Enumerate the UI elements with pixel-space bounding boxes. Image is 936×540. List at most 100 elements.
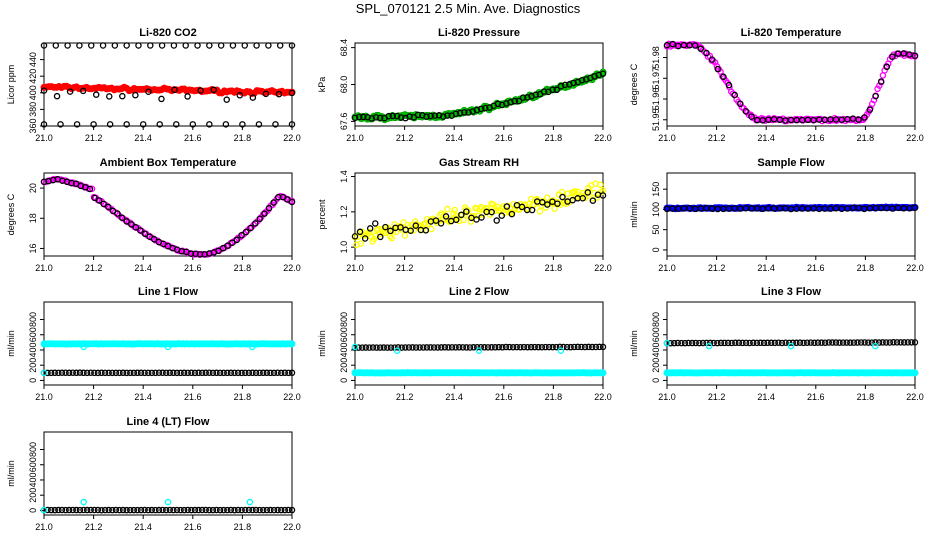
licor-temp-black-point — [883, 63, 891, 71]
licor-temp-black-point — [911, 52, 919, 59]
pressure-black-point — [456, 109, 464, 117]
pressure-black-point — [431, 112, 439, 119]
line3-black-point — [739, 339, 746, 347]
gas-stream-rh-xtick-label: 21.8 — [545, 263, 563, 273]
co2-black-bottom-point — [156, 121, 163, 128]
line3-black-point — [890, 339, 897, 346]
line4-cyan-series — [40, 498, 254, 514]
line3-black-point — [908, 339, 915, 346]
line1-black-point — [231, 369, 238, 377]
line1-black-point — [87, 369, 94, 376]
box-temp-black-point — [238, 232, 245, 239]
co2-black-mid-point — [119, 92, 126, 100]
line4-black-point — [177, 506, 184, 514]
line2-cyan-series — [351, 369, 607, 377]
line4-black-point — [238, 506, 245, 514]
line2-black-point — [376, 344, 384, 351]
line4-black-point — [130, 506, 138, 514]
line3-black-point — [836, 339, 843, 346]
line1-black-point — [224, 369, 231, 377]
rh-yellow-point — [593, 194, 601, 201]
li-820-temperature-xtick-label: 21.2 — [708, 133, 726, 143]
line3-black-point — [714, 339, 721, 347]
rh-black-series — [351, 189, 607, 242]
co2-black-bottom-point — [288, 121, 296, 128]
line4-black-point — [123, 506, 130, 514]
box-temp-black-point — [150, 236, 158, 243]
line3-black-point — [685, 339, 692, 347]
co2-black-top-point — [276, 42, 284, 49]
rh-black-point — [432, 217, 440, 224]
line-4-lt-flow-xtick-label: 21.0 — [35, 522, 53, 532]
line2-black-point — [481, 344, 488, 351]
line1-black-point — [62, 369, 69, 376]
licor-temp-black-point — [669, 40, 676, 48]
line1-black-point — [285, 369, 292, 377]
line3-black-point — [850, 339, 858, 346]
line4-black-point — [141, 506, 148, 514]
pressure-black-point — [440, 113, 447, 120]
line2-black-point — [527, 343, 535, 351]
rh-black-point — [458, 211, 465, 219]
line1-black-point — [55, 369, 62, 377]
co2-black-top-point — [241, 42, 249, 49]
line-4-lt-flow-ytick-label: 0 — [28, 508, 38, 513]
line4-black-point — [184, 506, 192, 514]
box-temp-black-point — [91, 194, 98, 202]
line2-black-point — [553, 343, 560, 351]
line2-black-point — [491, 344, 499, 351]
box-temp-black-point — [141, 230, 149, 238]
line-3-flow-panel: Line 3 Flow ml/min 21.0 21.2 21.4 21.6 21.8 22.… — [629, 286, 924, 402]
licor-temp-black-point — [731, 91, 738, 99]
gas-stream-rh-xtick-label: 21.0 — [346, 263, 364, 273]
line3-black-point — [732, 339, 739, 347]
pressure-black-point — [482, 104, 489, 112]
line4-black-point — [127, 506, 134, 514]
line1-black-point — [51, 369, 59, 377]
line4-black-point — [148, 506, 156, 514]
sample-flow-title: Sample Flow — [757, 157, 825, 169]
ambient-box-temperature-xtick-label: 21.6 — [184, 263, 202, 273]
line-4-lt-flow-xtick-label: 21.4 — [134, 522, 152, 532]
line2-black-point — [545, 343, 553, 351]
line2-black-point — [448, 344, 456, 351]
pressure-black-point — [368, 115, 376, 122]
line1-cyan-series — [40, 340, 296, 348]
line-2-flow-xtick-label: 22.0 — [594, 392, 612, 402]
line3-black-point — [904, 339, 912, 346]
box-temp-black-point — [215, 247, 222, 255]
line2-black-point — [513, 343, 520, 351]
line3-black-point — [678, 339, 685, 347]
line2-black-point — [373, 344, 380, 351]
line1-black-point — [220, 369, 227, 377]
co2-black-mid-point — [197, 87, 204, 94]
line-2-flow-ytick-label: 400 — [339, 342, 349, 357]
line-4-lt-flow-xtick-label: 22.0 — [283, 522, 301, 532]
co2-black-bottom-point — [139, 121, 147, 128]
line3-black-point — [861, 339, 868, 346]
line3-black-point — [753, 339, 761, 347]
line1-black-point — [202, 369, 209, 377]
line1-black-point — [65, 369, 73, 377]
line1-black-point — [152, 369, 159, 377]
licor-temp-black-point — [737, 100, 744, 107]
line3-black-point — [882, 339, 890, 346]
licor-temp-black-point — [889, 53, 896, 60]
rh-black-point — [351, 233, 359, 240]
line3-black-point — [886, 339, 894, 346]
pressure-black-point — [473, 106, 481, 114]
line4-black-point — [155, 506, 163, 514]
line1-black-point — [105, 369, 112, 377]
line2-black-point — [398, 344, 405, 351]
box-temp-black-point — [146, 233, 153, 240]
line4-cyan-point — [164, 498, 172, 506]
line3-black-point — [692, 339, 700, 347]
line1-black-point — [98, 369, 105, 377]
rh-black-point — [361, 235, 369, 242]
co2-black-top-point — [194, 42, 201, 49]
line2-black-point — [596, 343, 603, 351]
line3-black-point — [868, 339, 876, 346]
co2-black-top-point — [288, 42, 296, 49]
line3-black-point — [771, 339, 779, 347]
rh-black-point — [503, 203, 511, 210]
